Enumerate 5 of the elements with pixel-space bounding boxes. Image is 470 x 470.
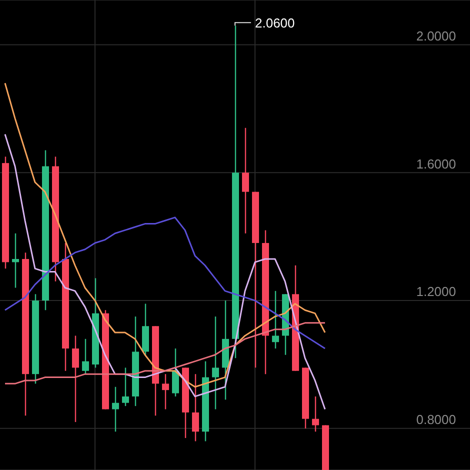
y-tick-label: 0.8000 [416, 412, 456, 428]
annotation: 2.0600 [255, 16, 295, 31]
y-tick-label: 1.2000 [416, 284, 456, 300]
y-tick-label: 2.0000 [416, 28, 456, 44]
y-tick-label: 1.6000 [416, 156, 456, 172]
